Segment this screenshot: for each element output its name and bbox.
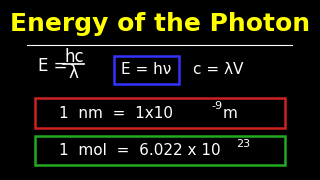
Text: m: m bbox=[222, 105, 237, 121]
Text: 23: 23 bbox=[236, 139, 251, 148]
Text: Energy of the Photon: Energy of the Photon bbox=[10, 12, 310, 35]
Text: -9: -9 bbox=[212, 101, 223, 111]
Text: λ: λ bbox=[69, 64, 79, 82]
Text: 1  nm  =  1x10: 1 nm = 1x10 bbox=[59, 105, 173, 121]
Text: 1  mol  =  6.022 x 10: 1 mol = 6.022 x 10 bbox=[59, 143, 221, 158]
Text: E =: E = bbox=[38, 57, 73, 75]
Text: hc: hc bbox=[64, 48, 84, 66]
Text: E = hν: E = hν bbox=[121, 62, 171, 77]
Text: c = λV: c = λV bbox=[193, 62, 244, 77]
